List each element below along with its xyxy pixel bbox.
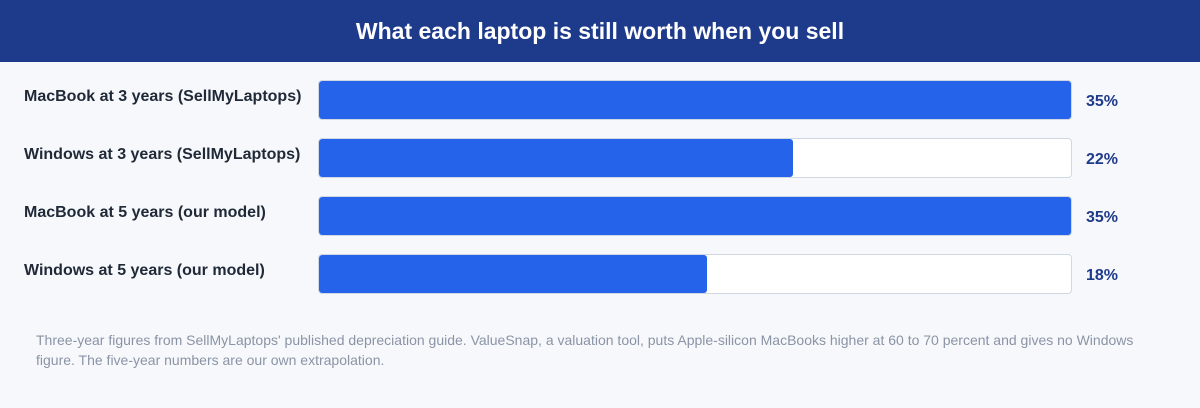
bar-row: Windows at 5 years (our model) 18% <box>0 254 1200 294</box>
bar-track <box>318 254 1072 294</box>
bar-row: MacBook at 5 years (our model) 35% <box>0 196 1200 236</box>
chart-footnote: Three-year figures from SellMyLaptops' p… <box>36 332 1134 368</box>
bar-track <box>318 138 1072 178</box>
bar <box>319 255 707 293</box>
bar <box>319 197 1071 235</box>
bar <box>319 81 1071 119</box>
bar-category-label: Windows at 5 years (our model) <box>24 262 265 279</box>
bar-row: Windows at 3 years (SellMyLaptops) 22% <box>0 138 1200 178</box>
bar-value-label: 35% <box>1086 209 1119 226</box>
chart-header: What each laptop is still worth when you… <box>0 0 1200 62</box>
bar-track <box>318 196 1072 236</box>
bar-value-label: 35% <box>1086 93 1119 110</box>
bar-category-label: MacBook at 3 years (SellMyLaptops) <box>24 88 302 105</box>
bar-category-label: Windows at 3 years (SellMyLaptops) <box>24 146 301 163</box>
chart-title: What each laptop is still worth when you… <box>355 17 845 44</box>
bar-category-label: MacBook at 5 years (our model) <box>24 204 266 221</box>
bar-value-label: 18% <box>1086 267 1119 284</box>
bar-value-label: 22% <box>1086 151 1119 168</box>
bar <box>319 139 793 177</box>
bar-row: MacBook at 3 years (SellMyLaptops) 35% <box>0 80 1200 120</box>
bar-track <box>318 80 1072 120</box>
bar-chart: MacBook at 3 years (SellMyLaptops) 35% Win… <box>0 62 1200 312</box>
